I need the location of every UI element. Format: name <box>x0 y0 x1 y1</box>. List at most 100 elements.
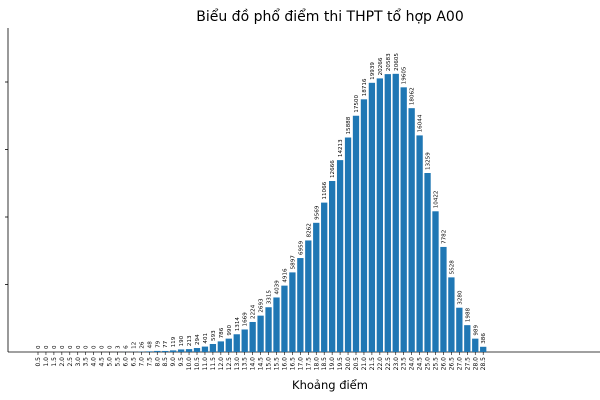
data-label: 386 <box>481 333 487 344</box>
bar <box>257 315 264 352</box>
bar <box>384 74 391 352</box>
data-label: 18062 <box>410 87 416 105</box>
bar <box>185 349 193 352</box>
x-axis-label: Khoảng điểm <box>292 378 368 392</box>
x-tick-label: 20.5 <box>353 357 360 371</box>
data-label: 79 <box>155 340 161 348</box>
data-label: 10422 <box>434 191 440 209</box>
data-label: 213 <box>187 335 193 346</box>
bar <box>154 350 161 352</box>
x-tick-label: 16.0 <box>281 357 288 371</box>
x-tick-label: 28.5 <box>480 357 487 371</box>
data-label: 990 <box>227 325 233 336</box>
x-tick-label: 2.0 <box>59 357 66 367</box>
data-label: 401 <box>203 332 209 343</box>
data-label: 2693 <box>259 298 265 313</box>
data-label: 8262 <box>306 223 312 237</box>
x-tick-label: 14.5 <box>258 357 265 371</box>
bar <box>464 325 471 352</box>
x-tick-label: 1.0 <box>43 357 50 367</box>
data-label: 17500 <box>354 95 360 113</box>
bar <box>209 343 217 352</box>
bar <box>249 321 256 352</box>
bar <box>440 246 447 352</box>
data-label: 0 <box>52 345 58 349</box>
x-tick-label: 23.0 <box>393 357 400 371</box>
x-tick-label: 17.5 <box>305 357 312 371</box>
bar <box>416 135 423 352</box>
data-label: 3280 <box>457 290 463 305</box>
data-label: 989 <box>473 325 479 336</box>
data-label: 20605 <box>394 53 400 71</box>
bar <box>472 338 479 352</box>
data-label: 786 <box>219 327 225 338</box>
bar <box>193 348 201 352</box>
data-label: 4916 <box>282 268 288 283</box>
x-tick-label: 3.5 <box>83 357 90 367</box>
x-tick-label: 24.5 <box>417 357 424 371</box>
x-tick-label: 27.0 <box>456 357 463 371</box>
x-tick-label: 6.0 <box>122 357 129 367</box>
data-label: 5897 <box>290 255 296 270</box>
data-label: 190 <box>179 335 185 346</box>
x-tick-label: 18.5 <box>321 357 328 371</box>
data-label: 20583 <box>386 53 392 71</box>
data-label: 0 <box>92 345 98 349</box>
x-tick-label: 24.0 <box>409 357 416 371</box>
chart-title: Biểu đồ phổ điểm thi THPT tổ hợp A00 <box>196 8 463 25</box>
bar <box>241 329 248 352</box>
bar <box>344 137 352 352</box>
bar <box>289 272 296 352</box>
data-label: 0 <box>36 345 42 349</box>
data-label: 19605 <box>402 66 408 84</box>
x-tick-label: 19.5 <box>337 357 344 371</box>
bar <box>336 160 344 352</box>
bar <box>408 108 415 352</box>
data-label: 593 <box>211 330 217 341</box>
data-label: 1314 <box>235 317 241 332</box>
x-tick-label: 0.5 <box>35 357 42 367</box>
x-tick-label: 9.0 <box>170 357 177 367</box>
x-tick-label: 16.5 <box>289 357 296 371</box>
data-label: 0 <box>60 345 66 349</box>
bar <box>162 350 169 352</box>
bar <box>146 351 153 352</box>
bar <box>313 222 320 352</box>
x-tick-label: 19.0 <box>329 357 336 371</box>
data-label: 119 <box>171 336 177 347</box>
x-tick-label: 22.0 <box>377 357 384 371</box>
x-tick-label: 17.0 <box>297 357 304 371</box>
data-label: 9569 <box>314 205 320 220</box>
x-tick-label: 28.0 <box>472 357 479 371</box>
x-tick-label: 10.5 <box>194 357 201 371</box>
bar <box>352 115 360 352</box>
data-label: 18716 <box>362 78 368 96</box>
x-tick-label: 9.5 <box>178 357 185 367</box>
x-tick-label: 14.0 <box>250 357 257 371</box>
data-label: 0 <box>100 345 106 349</box>
x-tick-label: 21.0 <box>361 357 368 371</box>
data-label: 16044 <box>418 114 424 132</box>
data-label: 1669 <box>243 312 249 327</box>
x-tick-label: 8.5 <box>162 357 169 367</box>
x-tick-label: 26.5 <box>448 357 455 371</box>
bar <box>448 277 455 352</box>
bar <box>225 338 232 352</box>
data-label: 20266 <box>378 57 384 75</box>
bar <box>392 73 399 352</box>
x-tick-label: 21.5 <box>369 357 376 371</box>
x-tick-label: 4.0 <box>91 357 98 367</box>
bar <box>265 307 272 352</box>
x-tick-label: 4.5 <box>99 357 106 367</box>
bar <box>329 181 336 352</box>
bar <box>170 350 177 352</box>
data-label: 4039 <box>275 280 281 295</box>
data-label: 3 <box>116 345 122 349</box>
x-tick-label: 2.5 <box>67 357 74 367</box>
data-label: 2224 <box>251 304 257 319</box>
data-label: 15888 <box>346 116 352 134</box>
x-tick-label: 15.0 <box>266 357 273 371</box>
x-tick-label: 22.5 <box>385 357 392 371</box>
